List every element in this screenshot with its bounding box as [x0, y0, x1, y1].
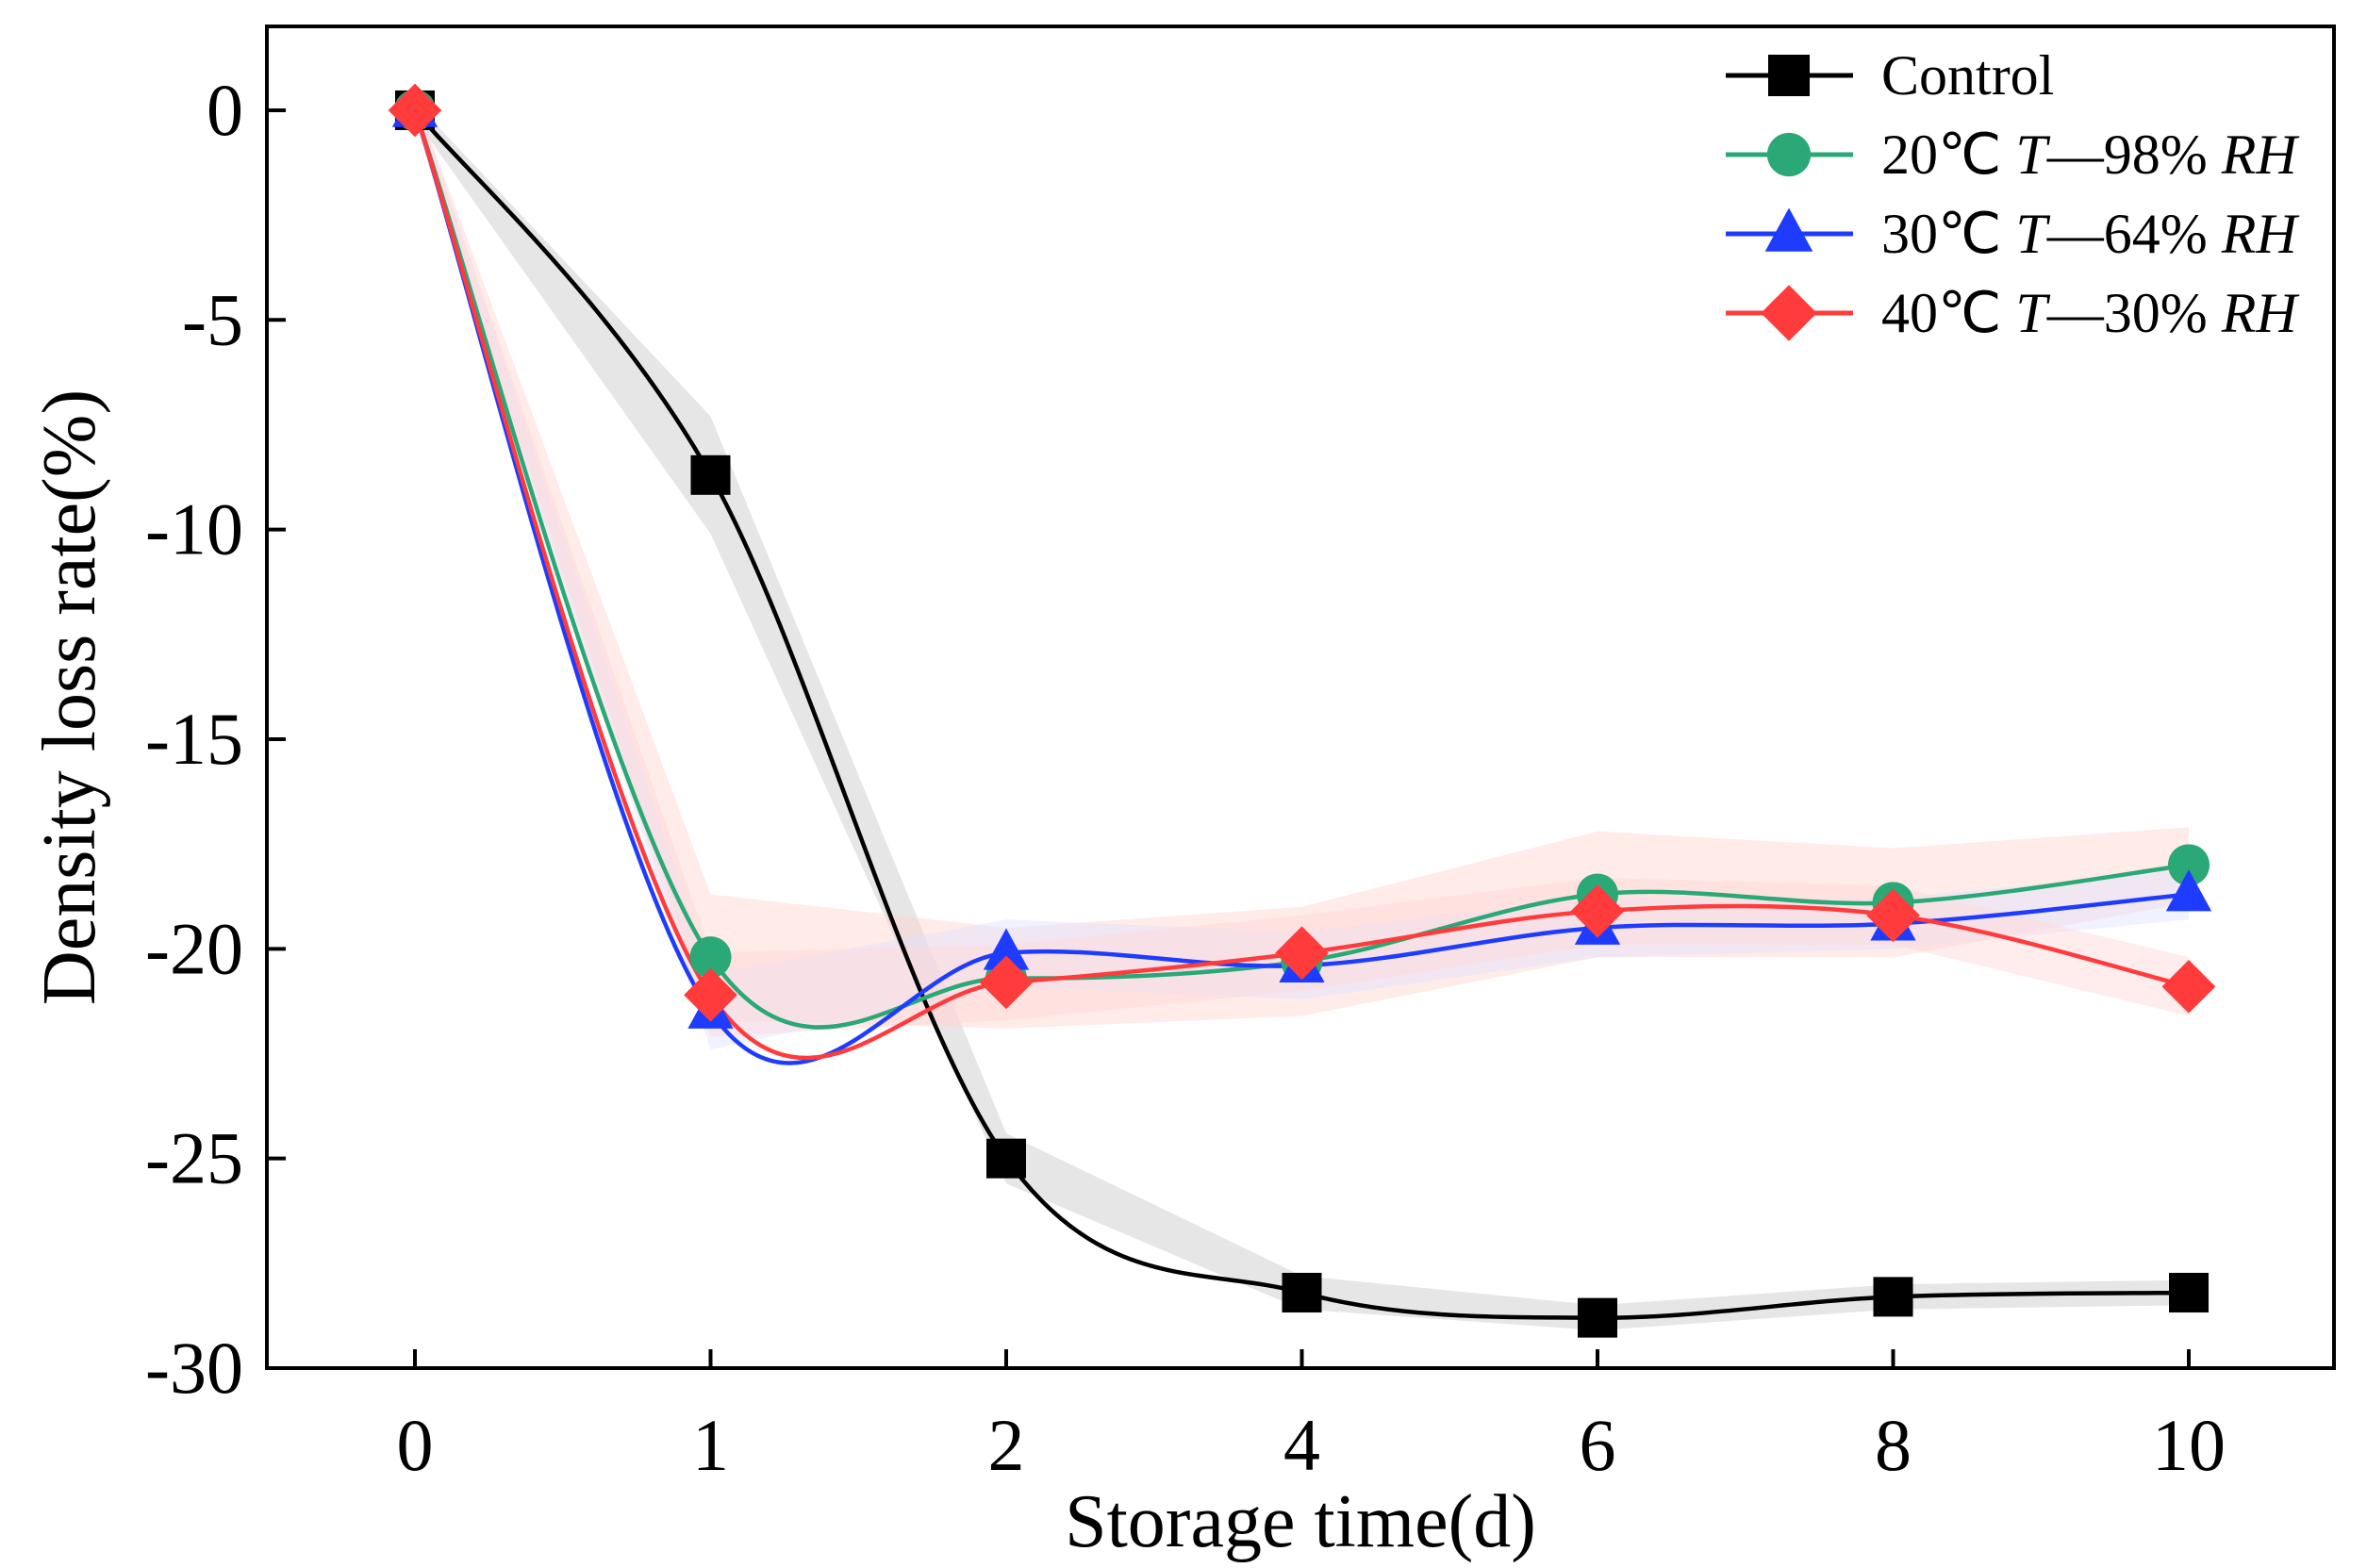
y-tick-label: -15 [145, 698, 243, 780]
legend-marker-3 [1761, 285, 1817, 341]
y-axis-label: Density loss rate(%) [28, 389, 111, 1005]
y-tick-label: -20 [145, 907, 243, 989]
legend-label-part: Control [1881, 44, 2054, 107]
legend-marker-0 [1768, 55, 1810, 96]
data-point-s2-2 [983, 928, 1030, 970]
x-axis-ticks: 0 1 2 4 6 8 10 [397, 1349, 2226, 1486]
data-point-s3-5 [1866, 888, 1920, 943]
legend-label-part: 20℃ [1881, 124, 2015, 186]
x-tick-label: 6 [1580, 1404, 1616, 1486]
legend-label-0: Control [1881, 44, 2054, 107]
data-point-s3-3 [1275, 926, 1329, 981]
legend-marker-2 [1764, 207, 1813, 252]
data-point-s0-3 [1282, 1272, 1322, 1312]
data-point-s3-4 [1570, 883, 1625, 938]
y-tick-label: -10 [145, 488, 243, 570]
legend-marker-1 [1766, 132, 1812, 177]
legend-label-part: RH [2221, 124, 2301, 186]
x-tick-label: 2 [988, 1404, 1025, 1486]
legend-label-part: —30% [2046, 282, 2222, 344]
legend-label-part: 30℃ [1881, 203, 2015, 265]
error-bands [415, 97, 2189, 1330]
series-line-1 [412, 109, 2190, 1030]
data-point-s3-2 [979, 955, 1034, 1010]
legend-label-part: T [2015, 124, 2050, 186]
data-point-s0-4 [1578, 1297, 1617, 1338]
series-line-0 [413, 108, 2190, 1320]
series-line-2 [412, 109, 2190, 1065]
series-line-3 [412, 109, 2190, 1061]
data-point-s0-5 [1873, 1277, 1913, 1317]
data-point-s3-1 [684, 967, 737, 1022]
legend-label-part: T [2015, 282, 2050, 344]
data-point-s1-1 [689, 936, 732, 979]
y-tick-label: 0 [207, 69, 243, 151]
x-tick-label: 1 [692, 1404, 729, 1486]
x-tick-label: 0 [397, 1404, 434, 1486]
y-axis-ticks: 0 -5 -10 -15 -20 -25 -30 [145, 69, 286, 1409]
y-tick-label: -30 [145, 1327, 243, 1409]
legend-label-3: 40℃ T—30% RH [1881, 282, 2300, 344]
legend-label-part: —98% [2046, 124, 2222, 186]
data-point-s0-6 [2169, 1272, 2209, 1312]
legend-label-2: 30℃ T—64% RH [1881, 203, 2300, 265]
x-tick-label: 8 [1875, 1404, 1912, 1486]
error-band-3 [415, 97, 2189, 1037]
x-tick-label: 4 [1283, 1404, 1320, 1486]
data-point-s3-6 [2161, 959, 2216, 1014]
legend-label-part: —64% [2046, 203, 2222, 265]
legend-label-part: RH [2221, 203, 2301, 265]
data-point-s2-6 [2165, 869, 2212, 912]
data-point-s3-0 [388, 83, 442, 138]
data-point-s0-1 [690, 454, 731, 495]
legend-label-part: 40℃ [1881, 282, 2015, 344]
legend-label-part: T [2015, 203, 2050, 265]
data-point-s0-2 [986, 1138, 1026, 1179]
legend-label-1: 20℃ T—98% RH [1881, 124, 2300, 186]
legend-label-part: RH [2221, 282, 2301, 344]
y-tick-label: -5 [182, 278, 243, 360]
x-axis-label: Storage time(d) [1065, 1480, 1536, 1563]
y-tick-label: -25 [145, 1117, 243, 1199]
x-tick-label: 10 [2152, 1404, 2226, 1486]
data-point-s1-6 [2167, 844, 2210, 886]
series-markers [388, 83, 2216, 1338]
series-lines [412, 108, 2190, 1320]
